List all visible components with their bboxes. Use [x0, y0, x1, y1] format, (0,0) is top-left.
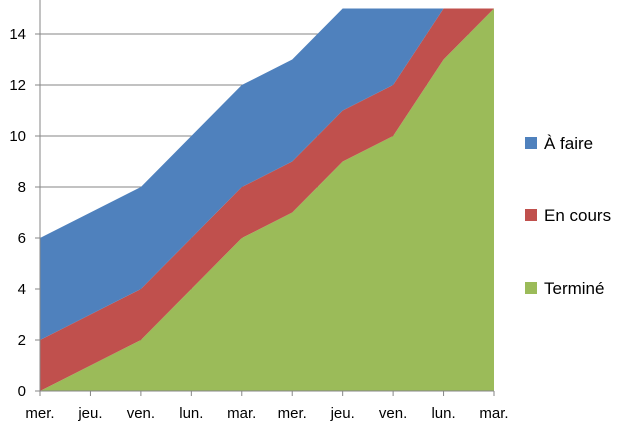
- axes: [35, 0, 495, 396]
- legend-swatch: [525, 282, 537, 294]
- x-tick-label: jeu.: [77, 405, 102, 422]
- x-axis-tick-labels: mer. jeu. ven. lun. mar. mer. jeu. ven. lun. mar.: [25, 405, 508, 422]
- area-series-En cours: [40, 8, 494, 391]
- x-tick-label: mer.: [278, 405, 307, 422]
- x-tick-label: jeu.: [330, 405, 355, 422]
- series-areas: [40, 8, 494, 391]
- area-series-Terminé: [40, 8, 494, 391]
- y-tick-label: 14: [9, 26, 26, 43]
- y-tick-label: 6: [18, 230, 26, 247]
- legend-label: Terminé: [544, 279, 604, 298]
- x-tick-label: mar.: [479, 405, 508, 422]
- legend-label: En cours: [544, 206, 611, 225]
- x-tick-label: lun.: [179, 405, 203, 422]
- x-tick-label: lun.: [431, 405, 455, 422]
- y-axis-tick-labels: 0 2 4 6 8 10 12 14: [9, 26, 26, 400]
- x-tick-label: ven.: [379, 405, 407, 422]
- x-tick-label: mer.: [25, 405, 54, 422]
- y-tick-label: 10: [9, 128, 26, 145]
- y-tick-label: 12: [9, 77, 26, 94]
- y-tick-label: 4: [18, 281, 26, 298]
- legend-label: À faire: [544, 134, 593, 153]
- area-series-À faire: [40, 8, 494, 340]
- legend-swatch: [525, 209, 537, 221]
- legend-swatch: [525, 137, 537, 149]
- legend: À faire En cours Terminé: [525, 134, 611, 298]
- x-tick-label: mar.: [227, 405, 256, 422]
- x-tick-label: ven.: [127, 405, 155, 422]
- y-tick-label: 0: [18, 383, 26, 400]
- y-tick-label: 2: [18, 332, 26, 349]
- y-tick-label: 8: [18, 179, 26, 196]
